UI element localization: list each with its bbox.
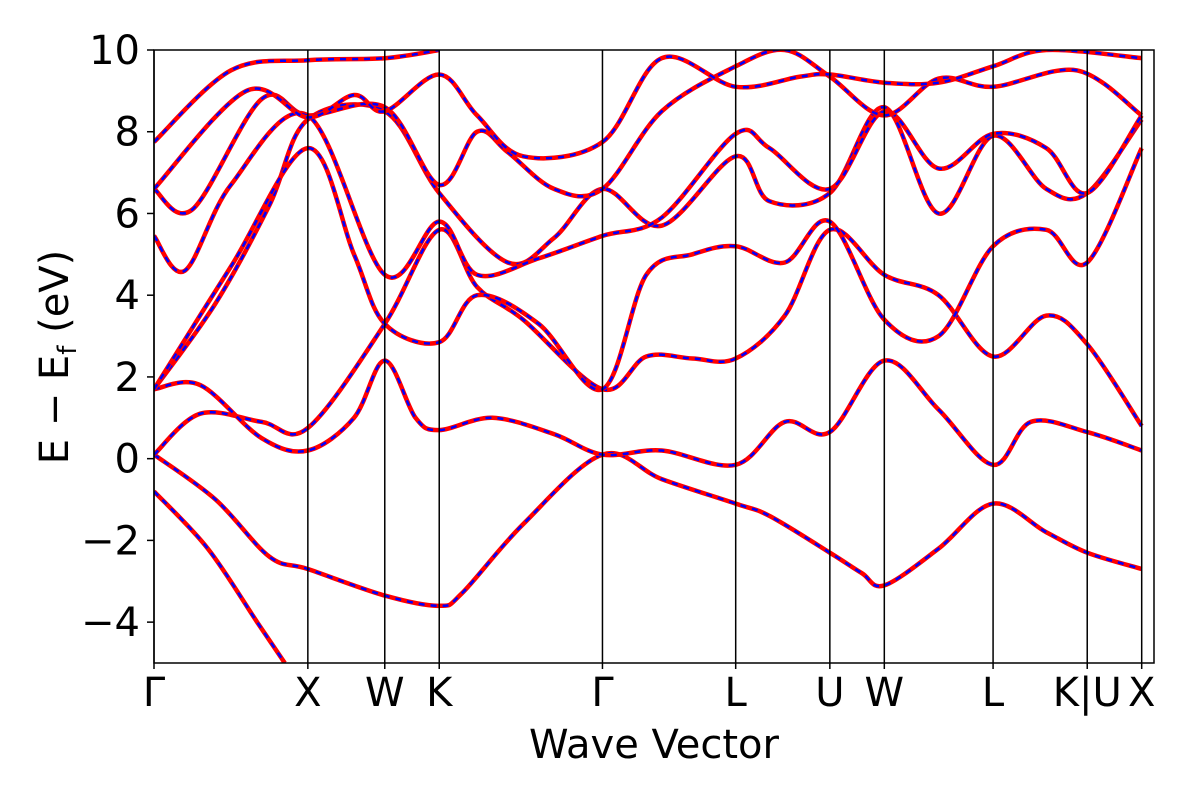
x-axis-ticks: Γ X W K Γ L U W L K|U X — [143, 663, 1155, 716]
y-tick-label-6: 6 — [115, 191, 140, 237]
band-line-dashed-2 — [154, 451, 1143, 608]
y-axis-label: E − Ef (eV) — [32, 250, 83, 465]
plot-frame — [153, 49, 1155, 664]
x-tick-label-8: W — [865, 670, 905, 716]
band-line-dashed-9 — [154, 50, 1142, 190]
x-tick-label-1: Γ — [143, 670, 166, 716]
band-line-10 — [154, 50, 440, 144]
y-tick-label-3: 0 — [115, 437, 140, 483]
y-tick-label-2: −2 — [81, 518, 140, 564]
band-line-dashed-4 — [154, 359, 1143, 467]
y-axis-ticks: −4 −2 0 2 4 6 8 10 — [81, 28, 154, 646]
x-tick-label-3: W — [365, 670, 405, 716]
x-tick-label-7: U — [815, 670, 844, 716]
x-tick-label-6: L — [725, 670, 748, 716]
bands-group — [154, 50, 1144, 663]
band-line-dashed-1 — [154, 490, 286, 663]
x-tick-label-2: X — [294, 670, 321, 716]
band-line-1 — [154, 489, 287, 663]
y-tick-label-5: 4 — [115, 273, 140, 319]
band-line-5 — [154, 102, 1144, 391]
y-tick-label-8: 10 — [89, 28, 140, 74]
band-line-dashed-6 — [154, 146, 1143, 392]
x-tick-label-5: Γ — [591, 670, 614, 716]
kpoint-lines — [153, 50, 1143, 663]
y-tick-label-7: 8 — [115, 110, 140, 156]
y-axis-label-subscript: f — [53, 345, 83, 355]
x-axis-label: Wave Vector — [529, 722, 780, 768]
x-tick-label-4: K — [426, 670, 454, 716]
y-tick-label-1: −4 — [81, 600, 140, 646]
x-tick-label-11: X — [1128, 670, 1155, 716]
y-tick-label-4: 2 — [115, 355, 140, 401]
x-tick-label-9: L — [982, 670, 1005, 716]
x-tick-label-10: K|U — [1053, 670, 1122, 716]
band-line-dashed-3 — [154, 227, 1143, 456]
